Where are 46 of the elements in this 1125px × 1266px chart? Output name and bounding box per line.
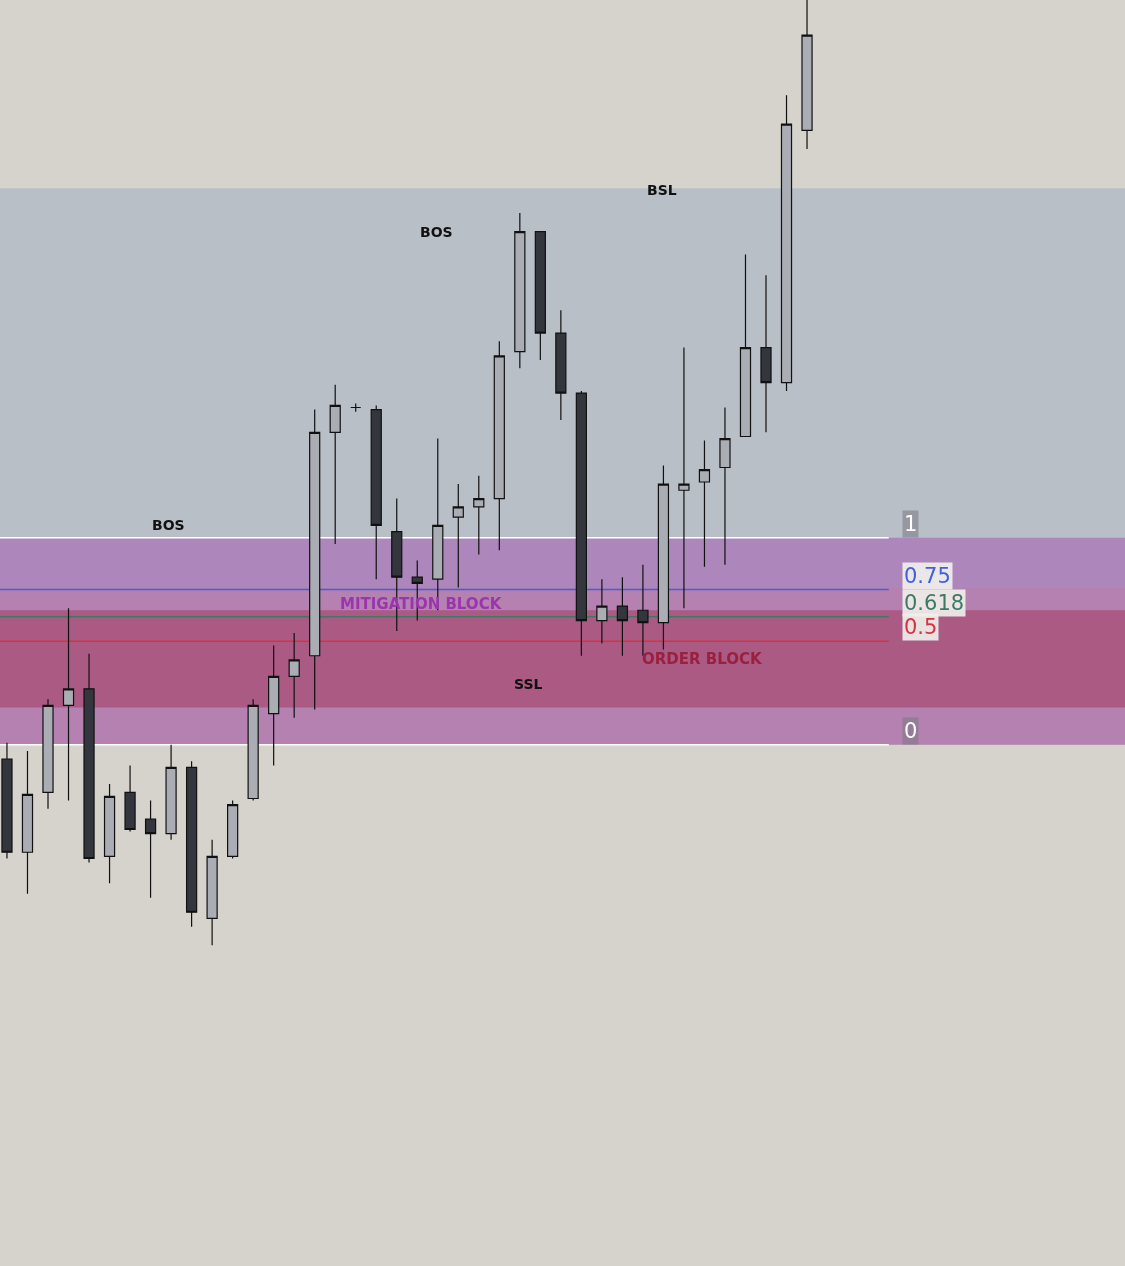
candlestick [350, 402, 362, 413]
ref-line-label: 0.618 [904, 591, 965, 615]
candlestick [596, 578, 608, 644]
candlestick [452, 483, 464, 589]
annotation: SSL [514, 676, 543, 692]
candlestick [739, 253, 752, 438]
candlestick [309, 408, 321, 711]
candlestick [185, 760, 198, 928]
candlestick [760, 274, 772, 433]
candlestick [493, 340, 505, 551]
candlestick [534, 231, 546, 361]
candlestick [144, 799, 157, 899]
candlestick [801, 0, 813, 150]
candlestick [719, 406, 731, 566]
candlestick [103, 783, 116, 884]
candlestick [165, 744, 177, 841]
candlestick [780, 94, 793, 392]
ref-line-label: 0.75 [904, 564, 951, 588]
candlestick [124, 764, 136, 833]
band-label: ORDER BLOCK [642, 650, 763, 668]
candlestick [555, 309, 567, 421]
annotation: BOS [152, 517, 185, 533]
candlestick [1, 742, 13, 860]
candlestick [616, 576, 629, 657]
candlestick [575, 390, 587, 657]
candlestick [247, 698, 259, 802]
candlestick [83, 653, 95, 864]
candlestick [21, 750, 34, 895]
candlestick [329, 384, 341, 545]
candlestick [268, 644, 280, 766]
annotation: BOS [420, 224, 453, 240]
candlestick [657, 464, 670, 651]
candlestick [227, 799, 239, 860]
candlestick [698, 440, 711, 568]
annotation: BSL [647, 182, 677, 198]
candlestick [678, 346, 690, 609]
candlestick [288, 632, 300, 719]
ref-line-label: 0 [904, 719, 918, 743]
candlestick [42, 698, 54, 810]
candlestick [370, 404, 382, 580]
ref-line-label: 0.5 [904, 615, 938, 639]
candlestick [514, 212, 526, 369]
candlestick [62, 607, 75, 802]
ref-line-label: 1 [904, 512, 918, 536]
candlestick [206, 839, 218, 946]
candlestick [473, 475, 485, 555]
